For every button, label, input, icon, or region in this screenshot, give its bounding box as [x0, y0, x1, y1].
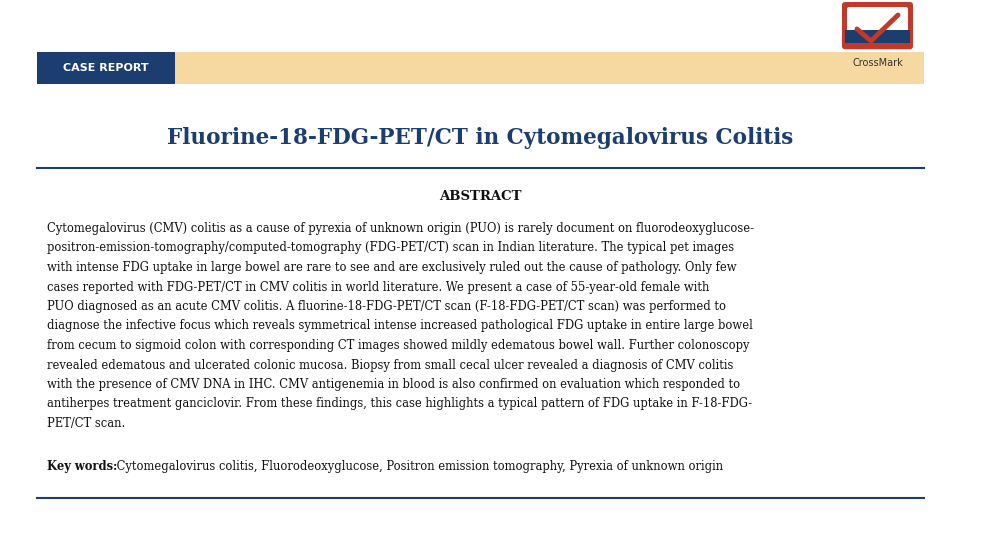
Text: antiherpes treatment ganciclovir. From these findings, this case highlights a ty: antiherpes treatment ganciclovir. From t…	[47, 397, 752, 410]
Text: Cytomegalovirus (CMV) colitis as a cause of pyrexia of unknown origin (PUO) is r: Cytomegalovirus (CMV) colitis as a cause…	[47, 222, 754, 235]
Text: CASE REPORT: CASE REPORT	[63, 63, 148, 73]
Text: ABSTRACT: ABSTRACT	[439, 190, 521, 203]
Text: PUO diagnosed as an acute CMV colitis. A fluorine-18-FDG-PET/CT scan (F-18-FDG-P: PUO diagnosed as an acute CMV colitis. A…	[47, 300, 726, 313]
FancyBboxPatch shape	[847, 7, 908, 40]
Text: Cytomegalovirus colitis, Fluorodeoxyglucose, Positron emission tomography, Pyrex: Cytomegalovirus colitis, Fluorodeoxygluc…	[113, 460, 723, 473]
Text: Fluorine-18-FDG-PET/CT in Cytomegalovirus Colitis: Fluorine-18-FDG-PET/CT in Cytomegaloviru…	[167, 127, 793, 149]
FancyBboxPatch shape	[842, 2, 913, 49]
Text: revealed edematous and ulcerated colonic mucosa. Biopsy from small cecal ulcer r: revealed edematous and ulcerated colonic…	[47, 358, 734, 371]
Text: positron-emission-tomography/computed-tomography (FDG-PET/CT) scan in Indian lit: positron-emission-tomography/computed-to…	[47, 242, 734, 255]
Bar	[172, 52, 924, 84]
Text: from cecum to sigmoid colon with corresponding CT images showed mildly edematous: from cecum to sigmoid colon with corresp…	[47, 339, 750, 352]
Text: with the presence of CMV DNA in IHC. CMV antigenemia in blood is also confirmed : with the presence of CMV DNA in IHC. CMV…	[47, 378, 740, 391]
Bar	[845, 30, 910, 43]
Text: diagnose the infective focus which reveals symmetrical intense increased patholo: diagnose the infective focus which revea…	[47, 319, 753, 332]
Text: cases reported with FDG-PET/CT in CMV colitis in world literature. We present a : cases reported with FDG-PET/CT in CMV co…	[47, 281, 709, 294]
Bar	[37, 52, 175, 84]
Text: CrossMark: CrossMark	[853, 58, 903, 68]
Text: PET/CT scan.: PET/CT scan.	[47, 417, 126, 430]
Text: with intense FDG uptake in large bowel are rare to see and are exclusively ruled: with intense FDG uptake in large bowel a…	[47, 261, 737, 274]
Text: Key words:: Key words:	[47, 460, 118, 473]
